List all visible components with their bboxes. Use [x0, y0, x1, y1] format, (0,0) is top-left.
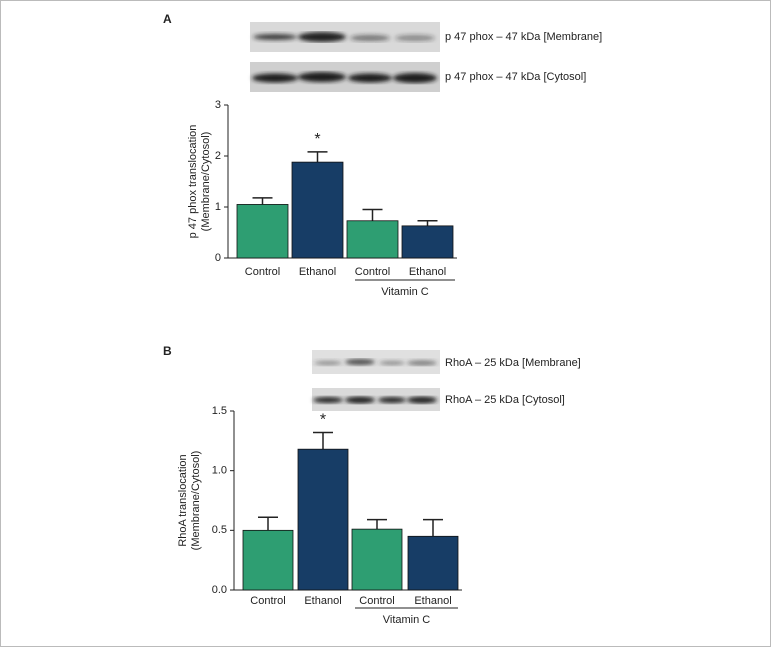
- y-tick-label: 1.0: [212, 465, 227, 477]
- bar: [291, 161, 344, 259]
- y-tick-label: 1: [215, 201, 221, 213]
- y-tick-label: 1.5: [212, 405, 227, 417]
- y-axis-label: p 47 phox translocation: [187, 125, 199, 239]
- panel-label: A: [163, 12, 172, 26]
- y-axis-label: (Membrane/Cytosol): [190, 451, 202, 551]
- significance-mark: *: [320, 412, 326, 429]
- error-bar: [307, 151, 328, 163]
- bar: [407, 535, 459, 591]
- bar: [401, 225, 454, 259]
- y-tick-label: 0: [215, 252, 221, 264]
- error-bar: [252, 197, 273, 205]
- group-label: Vitamin C: [381, 286, 429, 298]
- blot-label: RhoA – 25 kDa [Cytosol]: [445, 394, 565, 406]
- panel-label: B: [163, 344, 172, 358]
- y-axis-label: RhoA translocation: [177, 454, 189, 546]
- x-tick-label: Control: [250, 595, 285, 607]
- bar: [242, 529, 294, 591]
- bar: [297, 448, 349, 591]
- error-bar: [258, 516, 278, 531]
- x-tick-label: Ethanol: [414, 595, 451, 607]
- error-bar: [362, 208, 383, 221]
- x-tick-label: Ethanol: [304, 595, 341, 607]
- bar: [346, 220, 399, 259]
- blot-label: p 47 phox – 47 kDa [Cytosol]: [445, 71, 586, 83]
- y-tick-label: 2: [215, 150, 221, 162]
- blot-label: p 47 phox – 47 kDa [Membrane]: [445, 31, 602, 43]
- y-tick-label: 3: [215, 99, 221, 111]
- x-tick-label: Control: [245, 266, 280, 278]
- error-bar: [367, 518, 387, 530]
- group-label: Vitamin C: [383, 614, 431, 626]
- y-tick-label: 0.5: [212, 524, 227, 536]
- x-tick-label: Ethanol: [409, 266, 446, 278]
- x-tick-label: Control: [359, 595, 394, 607]
- error-bar: [423, 518, 443, 537]
- significance-mark: *: [314, 131, 320, 148]
- y-tick-label: 0.0: [212, 584, 227, 596]
- bar: [351, 528, 403, 591]
- y-axis-label: (Membrane/Cytosol): [200, 132, 212, 232]
- error-bar: [313, 431, 333, 450]
- x-tick-label: Ethanol: [299, 266, 336, 278]
- error-bar: [417, 220, 438, 226]
- blot-images-a: [250, 22, 440, 92]
- bar: [236, 204, 289, 259]
- x-tick-label: Control: [355, 266, 390, 278]
- blot-images-b: [312, 350, 440, 411]
- blot-label: RhoA – 25 kDa [Membrane]: [445, 357, 581, 369]
